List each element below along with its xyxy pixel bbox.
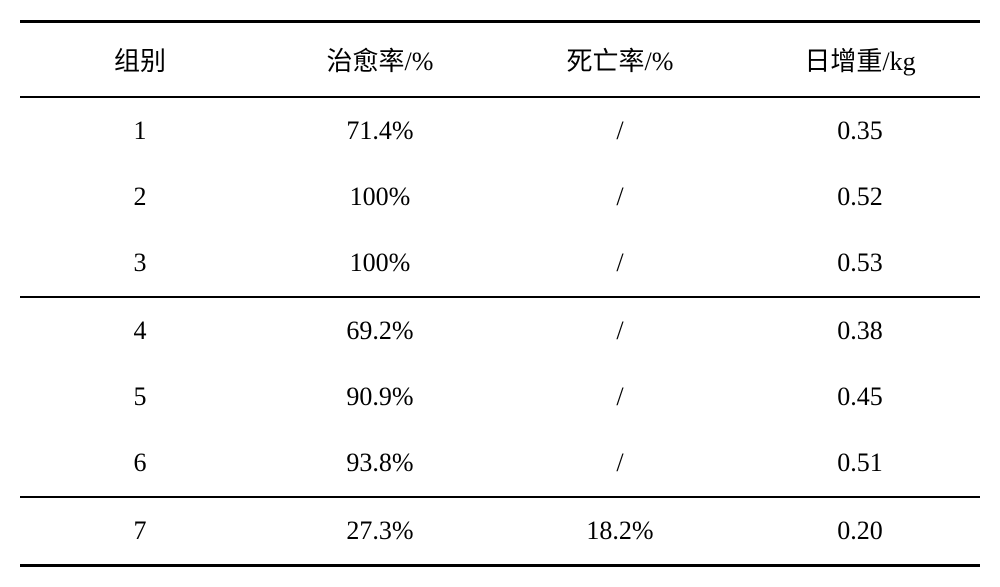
cell-group: 6	[20, 430, 260, 497]
cell-cure-rate: 100%	[260, 164, 500, 230]
cell-death-rate: /	[500, 164, 740, 230]
cell-death-rate: /	[500, 97, 740, 164]
cell-daily-gain: 0.53	[740, 230, 980, 297]
cell-daily-gain: 0.51	[740, 430, 980, 497]
table-row: 2 100% / 0.52	[20, 164, 980, 230]
table-row: 4 69.2% / 0.38	[20, 297, 980, 364]
cell-group: 2	[20, 164, 260, 230]
col-header-cure-rate: 治愈率/%	[260, 22, 500, 98]
cell-daily-gain: 0.38	[740, 297, 980, 364]
cell-cure-rate: 90.9%	[260, 364, 500, 430]
cell-daily-gain: 0.45	[740, 364, 980, 430]
cell-daily-gain: 0.35	[740, 97, 980, 164]
table-row: 6 93.8% / 0.51	[20, 430, 980, 497]
cell-death-rate: /	[500, 430, 740, 497]
table-header-row: 组别 治愈率/% 死亡率/% 日增重/kg	[20, 22, 980, 98]
cell-group: 5	[20, 364, 260, 430]
table-row: 5 90.9% / 0.45	[20, 364, 980, 430]
cell-cure-rate: 100%	[260, 230, 500, 297]
table-row: 7 27.3% 18.2% 0.20	[20, 497, 980, 566]
cell-cure-rate: 93.8%	[260, 430, 500, 497]
cell-death-rate: /	[500, 364, 740, 430]
cell-group: 3	[20, 230, 260, 297]
col-header-daily-gain: 日增重/kg	[740, 22, 980, 98]
cell-group: 7	[20, 497, 260, 566]
cell-death-rate: /	[500, 230, 740, 297]
table-row: 1 71.4% / 0.35	[20, 97, 980, 164]
cell-group: 4	[20, 297, 260, 364]
data-table: 组别 治愈率/% 死亡率/% 日增重/kg 1 71.4% / 0.35 2 1…	[20, 20, 980, 567]
data-table-container: 组别 治愈率/% 死亡率/% 日增重/kg 1 71.4% / 0.35 2 1…	[20, 20, 980, 567]
cell-cure-rate: 27.3%	[260, 497, 500, 566]
cell-daily-gain: 0.20	[740, 497, 980, 566]
table-row: 3 100% / 0.53	[20, 230, 980, 297]
cell-cure-rate: 71.4%	[260, 97, 500, 164]
cell-cure-rate: 69.2%	[260, 297, 500, 364]
cell-death-rate: /	[500, 297, 740, 364]
col-header-death-rate: 死亡率/%	[500, 22, 740, 98]
col-header-group: 组别	[20, 22, 260, 98]
cell-death-rate: 18.2%	[500, 497, 740, 566]
cell-group: 1	[20, 97, 260, 164]
cell-daily-gain: 0.52	[740, 164, 980, 230]
